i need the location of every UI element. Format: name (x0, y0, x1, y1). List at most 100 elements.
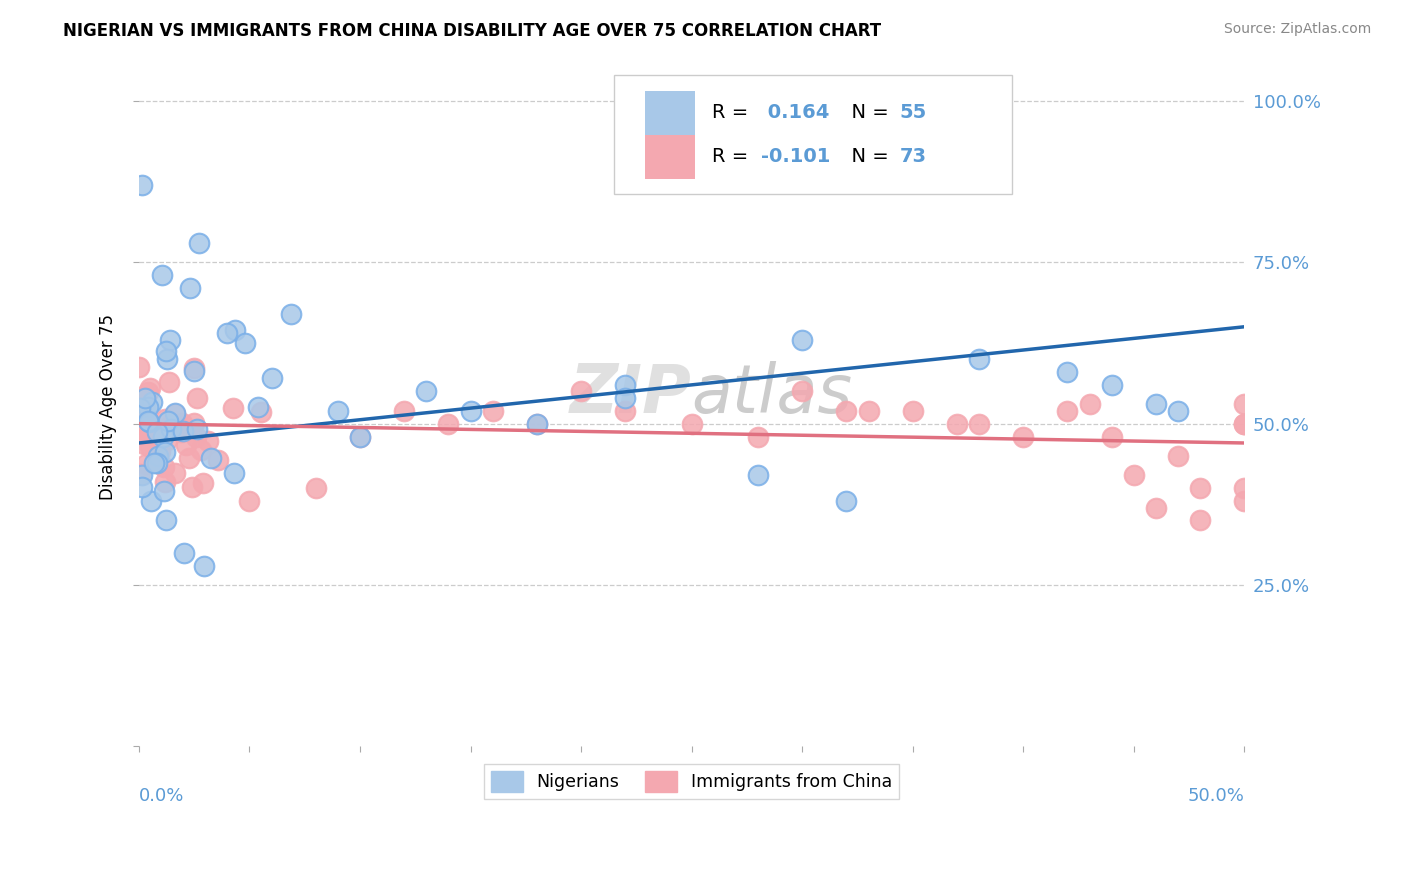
Point (193, 475, 215, 490)
Point (153, 412, 176, 426)
Text: ZIP: ZIP (569, 361, 692, 427)
Point (224, 466, 246, 480)
Point (128, 401, 150, 415)
Point (152, 430, 174, 444)
Text: N =: N = (838, 103, 894, 122)
Point (165, 466, 187, 480)
Text: 73: 73 (900, 147, 927, 166)
Point (792, 333, 814, 347)
Point (146, 425, 169, 439)
Point (1233, 397, 1256, 411)
Point (247, 401, 270, 415)
Point (183, 416, 205, 430)
Point (129, 467, 152, 481)
Point (131, 178, 153, 192)
Point (157, 414, 180, 428)
Point (460, 403, 482, 417)
Point (159, 422, 181, 436)
Point (180, 480, 202, 494)
Point (222, 401, 245, 415)
Point (131, 480, 153, 494)
Point (172, 416, 194, 430)
Point (139, 381, 162, 395)
Point (1233, 494, 1256, 508)
Point (614, 391, 637, 405)
Point (142, 456, 165, 470)
Text: NIGERIAN VS IMMIGRANTS FROM CHINA DISABILITY AGE OVER 75 CORRELATION CHART: NIGERIAN VS IMMIGRANTS FROM CHINA DISABI… (63, 22, 882, 40)
Point (159, 419, 181, 434)
Point (1233, 481, 1256, 495)
Point (260, 371, 283, 385)
Point (134, 425, 156, 440)
Point (148, 434, 170, 448)
Point (235, 336, 257, 351)
Point (946, 417, 969, 431)
Point (136, 385, 159, 400)
Point (1144, 500, 1167, 515)
Text: 0.0%: 0.0% (139, 787, 184, 805)
Point (190, 443, 212, 458)
Y-axis label: Disability Age Over 75: Disability Age Over 75 (100, 315, 117, 500)
Point (901, 403, 924, 417)
Point (136, 428, 159, 442)
Point (1167, 403, 1189, 417)
Point (193, 558, 215, 573)
Point (526, 417, 548, 431)
Point (1056, 365, 1078, 379)
Point (835, 403, 858, 417)
Point (141, 494, 163, 508)
Point (967, 417, 990, 431)
Point (155, 513, 177, 527)
Text: Source: ZipAtlas.com: Source: ZipAtlas.com (1223, 22, 1371, 37)
Point (481, 403, 503, 417)
FancyBboxPatch shape (645, 91, 695, 135)
Point (173, 546, 195, 560)
Point (156, 434, 179, 448)
Point (792, 384, 814, 399)
Text: N =: N = (838, 147, 894, 166)
Legend: Nigerians, Immigrants from China: Nigerians, Immigrants from China (485, 764, 898, 798)
Point (1012, 429, 1035, 443)
Point (146, 457, 169, 471)
Point (1101, 429, 1123, 443)
Point (138, 400, 160, 414)
Point (197, 434, 219, 448)
Point (1233, 417, 1256, 431)
Text: R =: R = (711, 103, 754, 122)
Point (526, 417, 548, 431)
Point (1189, 513, 1212, 527)
Text: -0.101: -0.101 (761, 147, 831, 166)
Point (165, 406, 187, 420)
Point (349, 429, 371, 443)
Point (747, 468, 769, 483)
Point (437, 417, 460, 431)
Point (835, 494, 858, 508)
Point (134, 423, 156, 437)
Point (155, 344, 177, 359)
Point (1101, 377, 1123, 392)
Point (1189, 481, 1212, 495)
Point (150, 268, 173, 282)
Text: 55: 55 (900, 103, 927, 122)
Point (135, 457, 157, 471)
Point (186, 422, 208, 436)
Point (179, 281, 201, 295)
Point (153, 459, 176, 474)
Point (614, 403, 637, 417)
Point (157, 375, 180, 389)
Point (250, 404, 273, 418)
Text: R =: R = (711, 147, 754, 166)
Point (207, 453, 229, 467)
Point (134, 401, 156, 415)
Point (132, 405, 155, 419)
Point (280, 307, 302, 321)
Point (392, 403, 415, 417)
Point (1233, 417, 1256, 431)
Point (155, 352, 177, 367)
Point (128, 360, 150, 375)
Point (614, 377, 637, 392)
Point (148, 444, 170, 458)
Point (1078, 397, 1101, 411)
Text: 50.0%: 50.0% (1188, 787, 1244, 805)
Point (136, 414, 159, 428)
